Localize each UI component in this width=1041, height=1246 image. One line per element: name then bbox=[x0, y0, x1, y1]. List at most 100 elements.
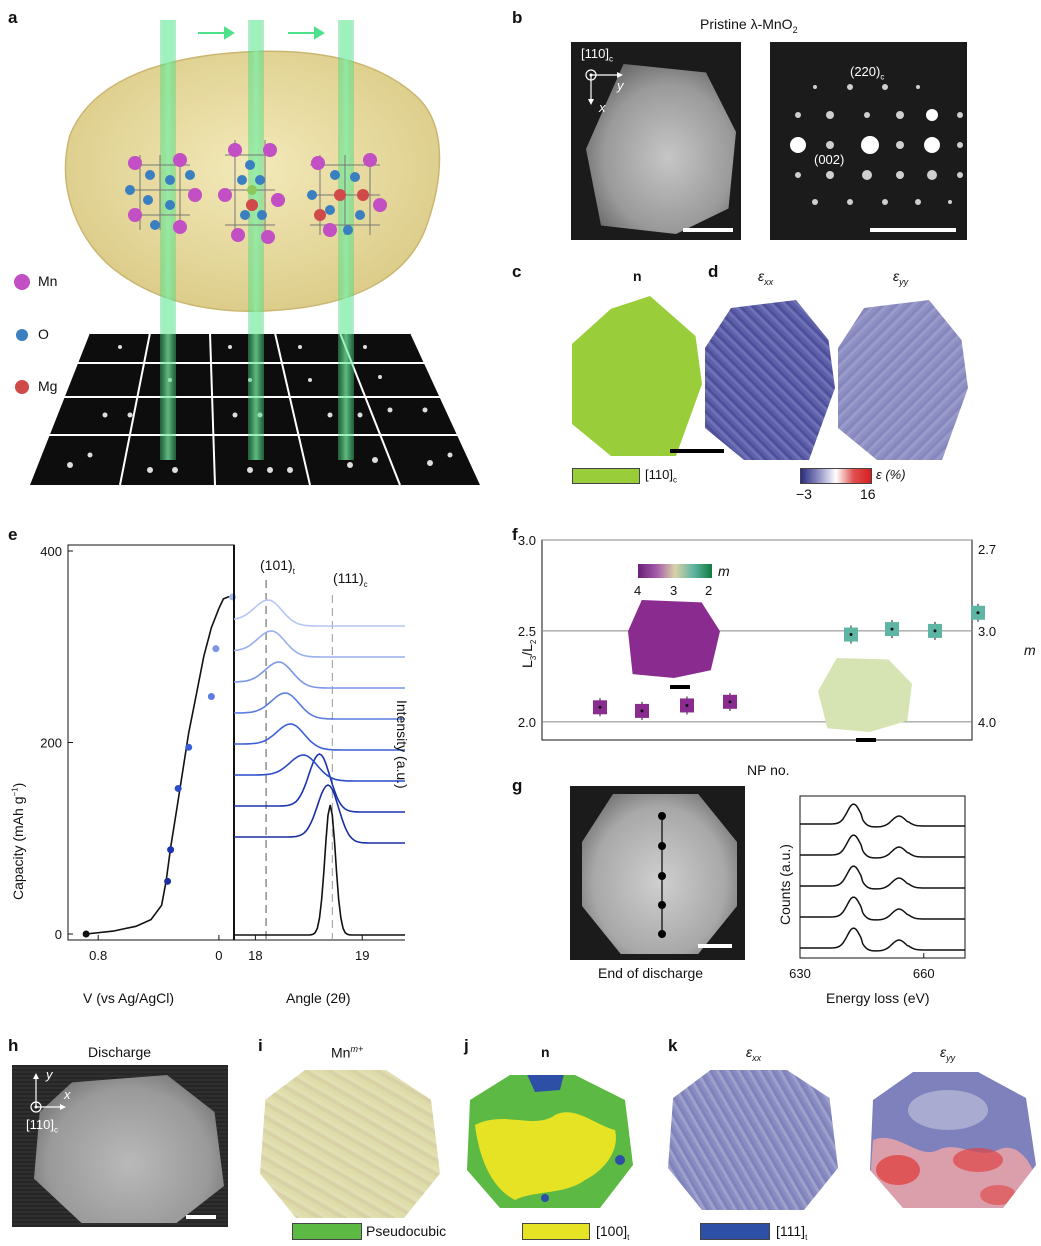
orientation-map-pristine bbox=[572, 296, 702, 456]
f-box-median bbox=[849, 633, 853, 637]
axis-y-label: y bbox=[46, 1067, 53, 1082]
f-xlabel: NP no. bbox=[747, 762, 790, 778]
axes-icon bbox=[30, 1073, 66, 1113]
pseudocubic-swatch bbox=[292, 1223, 362, 1240]
scale-bar bbox=[698, 944, 732, 948]
g-eels-spectrum bbox=[800, 927, 965, 952]
crystal-cluster-3 bbox=[307, 153, 387, 237]
legend-o-label: O bbox=[38, 326, 49, 342]
e-right-xtick-label: 19 bbox=[355, 948, 369, 963]
f-box-median bbox=[685, 703, 689, 707]
strain-map-exx bbox=[705, 300, 835, 460]
zone-axis-label: [110] bbox=[581, 46, 609, 61]
discharge-end-image bbox=[570, 786, 745, 960]
m-tick-4: 4 bbox=[634, 583, 642, 598]
n-legend-swatch bbox=[572, 468, 640, 484]
strain-map-eyy-discharge bbox=[870, 1072, 1036, 1208]
e-capacity-point bbox=[174, 784, 182, 792]
g-eels-spectrum bbox=[800, 834, 965, 859]
colorbar-max: 16 bbox=[860, 486, 876, 502]
e-xlabel-right: Angle (2θ) bbox=[286, 990, 351, 1006]
strain-map-exx-discharge bbox=[668, 1070, 838, 1210]
e-xrd-pattern bbox=[234, 723, 405, 751]
n-legend-label: [110] bbox=[645, 467, 673, 482]
panel-letter-g: g bbox=[512, 776, 523, 795]
panel-d-exx-title: ε bbox=[758, 268, 765, 284]
panel-letter-c: c bbox=[512, 262, 522, 281]
colorbar-min: −3 bbox=[796, 486, 812, 502]
axes-icon bbox=[585, 69, 623, 105]
colorbar-label: ε (%) bbox=[876, 467, 906, 482]
pseudocubic-label: Pseudocubic bbox=[366, 1223, 447, 1239]
spot-220-label: (220) bbox=[850, 64, 881, 79]
f-box-median bbox=[598, 705, 602, 709]
g-xtick-label: 660 bbox=[913, 966, 935, 981]
scale-bar bbox=[186, 1215, 216, 1219]
g-eels-spectrum bbox=[800, 865, 965, 890]
e-left-frame bbox=[67, 544, 235, 941]
panel-e-chart: 0 200 400 0.8 0 18 19 bbox=[40, 544, 405, 963]
panel-b-title: Pristine λ-MnO2 bbox=[700, 16, 798, 35]
orientation-map-discharge bbox=[467, 1075, 633, 1208]
scale-bar bbox=[670, 685, 690, 689]
e-right-xtick-label: 18 bbox=[248, 948, 262, 963]
mn-atom-icon bbox=[14, 274, 30, 290]
crystal-cluster-2 bbox=[218, 140, 285, 244]
panel-letter-h: h bbox=[8, 1036, 19, 1055]
e-xrd-pattern bbox=[233, 630, 405, 658]
panel-d-eyy-title: ε bbox=[893, 268, 900, 284]
panel-i-title: Mn bbox=[331, 1044, 351, 1061]
direction-100-swatch bbox=[522, 1223, 590, 1240]
g-eels-spectrum bbox=[800, 803, 965, 828]
e-capacity-point bbox=[185, 743, 193, 751]
e-capacity-point bbox=[212, 645, 220, 653]
crystal-cluster-1 bbox=[125, 153, 202, 234]
panel-letter-e: e bbox=[8, 525, 18, 544]
f-ylabel: L bbox=[519, 660, 535, 668]
g-frame bbox=[799, 795, 966, 959]
panel-letter-f: f bbox=[512, 525, 518, 544]
nanoparticle bbox=[34, 1075, 224, 1223]
panel-g-chart: 630 660 bbox=[789, 795, 966, 981]
panel-j-title: n bbox=[541, 1044, 550, 1060]
panel-k-eyy-title: ε bbox=[940, 1044, 947, 1060]
panel-letter-d: d bbox=[708, 262, 719, 281]
m-tick-3: 3 bbox=[670, 583, 678, 598]
m-colorbar-label: m bbox=[718, 563, 730, 579]
axis-x-label: x bbox=[64, 1087, 71, 1102]
g-xlabel: Energy loss (eV) bbox=[826, 990, 930, 1006]
scale-bar bbox=[856, 738, 876, 742]
g-ylabel: Counts (a.u.) bbox=[777, 844, 793, 925]
e-xrd-pattern bbox=[234, 692, 405, 720]
e-ytick-label: 200 bbox=[40, 736, 62, 751]
beam-1 bbox=[160, 20, 176, 460]
e-xrd-pattern bbox=[234, 804, 405, 936]
beam-2 bbox=[248, 20, 264, 460]
peak2-label: (111) bbox=[333, 570, 364, 586]
panel-c-title: n bbox=[633, 268, 642, 284]
e-capacity-point bbox=[164, 877, 172, 885]
panel-f-chart: 2.0 2.5 3.0 4.0 3.0 2.7 bbox=[518, 533, 996, 741]
diffraction-spots bbox=[790, 84, 963, 205]
panel-k-exx-title: ε bbox=[746, 1044, 753, 1060]
e-xlabel-left: V (vs Ag/AgCl) bbox=[83, 990, 175, 1006]
e-ylabel: Capacity (mAh g bbox=[10, 796, 26, 900]
panel-letter-b: b bbox=[512, 8, 523, 27]
e-xrd-pattern bbox=[234, 753, 405, 813]
panel-h-title: Discharge bbox=[88, 1044, 152, 1060]
strain-colorbar bbox=[800, 468, 872, 484]
f-right-tick-label: 4.0 bbox=[978, 715, 996, 730]
f-ytick-label: 3.0 bbox=[518, 533, 536, 548]
scale-bar bbox=[683, 228, 733, 232]
f-box-median bbox=[890, 627, 894, 631]
f-ytick-label: 2.5 bbox=[518, 624, 536, 639]
mg-atom-icon bbox=[15, 380, 29, 394]
g-eels-spectrum bbox=[800, 896, 965, 921]
direction-111-label: [111] bbox=[776, 1223, 806, 1239]
legend-mn-label: Mn bbox=[38, 273, 58, 289]
m-colorbar bbox=[638, 564, 712, 578]
f-right-tick-label: 3.0 bbox=[978, 624, 996, 639]
e-capacity-point bbox=[167, 846, 175, 854]
direction-111-swatch bbox=[700, 1223, 770, 1240]
axis-y-label: y bbox=[617, 78, 624, 93]
